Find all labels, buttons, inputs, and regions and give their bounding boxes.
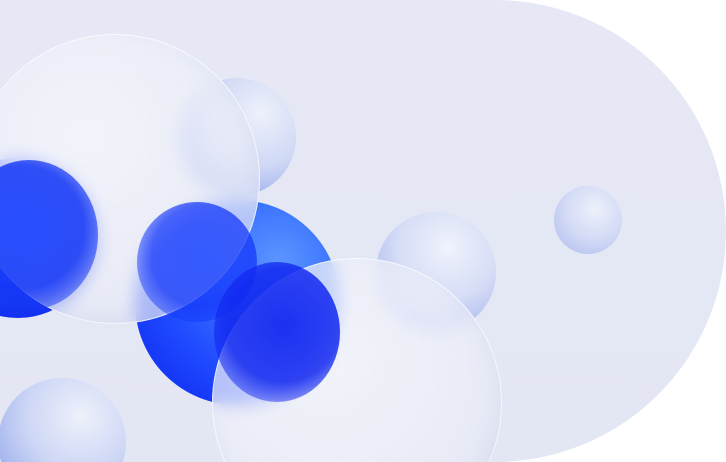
blue-sphere-through-bottom-glass: [214, 262, 340, 402]
pale-blue-sphere-small-right: [554, 186, 622, 254]
